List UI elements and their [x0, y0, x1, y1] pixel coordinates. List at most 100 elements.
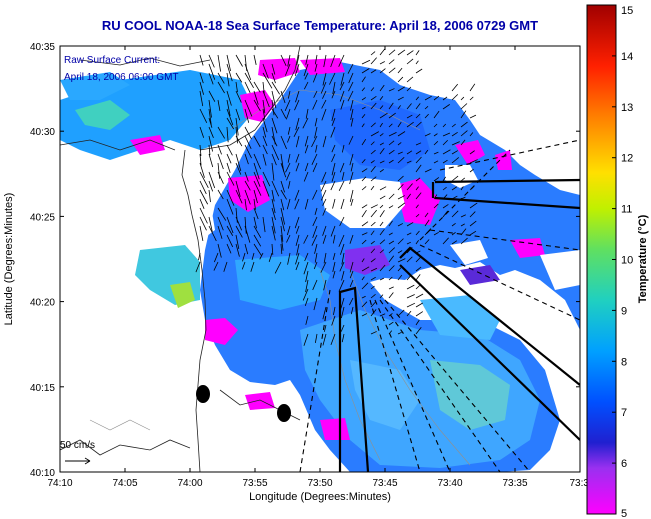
current-vector	[295, 234, 300, 246]
current-vector	[451, 157, 460, 164]
current-vector	[338, 54, 345, 67]
current-vector	[280, 216, 285, 232]
current-vector	[320, 81, 327, 94]
current-vector	[322, 72, 327, 86]
current-vector	[305, 315, 309, 325]
current-vector	[397, 202, 406, 209]
current-vector	[406, 275, 412, 281]
current-vector	[323, 54, 327, 68]
current-vector	[195, 261, 201, 273]
current-vector	[442, 104, 450, 110]
current-vector	[322, 198, 327, 206]
current-vector	[235, 126, 239, 144]
current-vector	[332, 270, 336, 279]
current-vector	[331, 315, 336, 326]
current-vector	[199, 54, 204, 66]
current-vector	[361, 87, 366, 92]
current-vector	[217, 216, 224, 231]
current-vector	[223, 261, 228, 272]
current-vector	[361, 138, 367, 146]
current-vector	[217, 207, 227, 221]
current-vector	[199, 153, 202, 166]
current-vector	[244, 72, 254, 88]
current-vector	[406, 121, 414, 128]
current-vector	[332, 234, 336, 244]
current-vector	[469, 202, 478, 209]
current-vector	[271, 198, 276, 214]
current-vector	[379, 294, 384, 299]
current-vector	[287, 153, 291, 163]
current-vector	[379, 210, 385, 218]
current-vector	[199, 189, 209, 205]
current-vector	[303, 234, 309, 244]
current-vector	[415, 103, 421, 110]
current-vector	[406, 114, 413, 119]
current-vector	[295, 261, 300, 271]
current-vector	[370, 51, 376, 56]
current-vector	[314, 207, 318, 215]
current-vector	[235, 90, 242, 103]
current-vector	[340, 297, 345, 309]
current-vector	[213, 252, 219, 263]
current-vector	[397, 274, 403, 281]
current-vector	[321, 99, 327, 109]
current-vector	[235, 216, 243, 231]
current-vector	[271, 180, 280, 197]
current-vector	[460, 130, 468, 137]
current-vector	[388, 321, 394, 326]
current-vector	[296, 54, 300, 66]
current-vector	[333, 306, 336, 316]
current-vector	[251, 252, 255, 261]
current-vector	[322, 225, 327, 236]
current-vector	[311, 234, 318, 246]
current-vector	[271, 99, 275, 116]
current-vector	[323, 324, 327, 332]
current-vector	[370, 102, 377, 110]
current-vector	[397, 131, 406, 137]
current-vector	[314, 54, 318, 65]
current-vector	[330, 126, 336, 138]
current-vector	[244, 180, 251, 191]
current-vector	[349, 234, 354, 244]
current-vector	[388, 232, 393, 236]
current-vector	[340, 198, 345, 210]
current-vector	[451, 231, 456, 236]
current-vector	[349, 153, 354, 166]
current-vector	[213, 261, 219, 271]
current-vector	[442, 132, 451, 137]
current-vector	[253, 198, 256, 210]
current-vector	[388, 131, 397, 137]
current-vector	[314, 243, 318, 254]
current-vector	[235, 117, 239, 136]
current-vector	[433, 123, 438, 128]
current-vector	[226, 234, 234, 248]
x-tick-label: 74:10	[47, 478, 72, 489]
current-vector	[217, 81, 225, 94]
current-vector	[244, 153, 249, 165]
current-vector	[332, 81, 336, 94]
current-vector	[415, 250, 421, 254]
current-vector	[339, 81, 345, 91]
current-vector	[442, 159, 448, 164]
current-vector	[370, 331, 377, 335]
current-vector	[361, 113, 366, 119]
current-vector	[253, 225, 262, 239]
current-vector	[280, 180, 285, 193]
current-vector	[271, 243, 274, 255]
colorbar-ticks: 5 6 7 8 9 10 11 12 13 14 15	[612, 4, 633, 519]
current-vector	[271, 216, 276, 234]
current-vector	[244, 63, 252, 81]
current-vector	[330, 225, 336, 237]
current-vector	[469, 211, 476, 218]
current-vector	[388, 67, 396, 74]
current-vector	[370, 141, 375, 146]
colorbar-tick-label: 6	[621, 458, 627, 470]
current-vector	[451, 223, 456, 227]
colorbar-tick-label: 11	[621, 204, 632, 216]
current-vector	[397, 195, 405, 200]
current-vector	[280, 234, 284, 251]
current-vector	[338, 234, 345, 247]
current-vector	[287, 126, 291, 135]
current-vector	[397, 121, 402, 128]
current-vector	[340, 99, 345, 110]
